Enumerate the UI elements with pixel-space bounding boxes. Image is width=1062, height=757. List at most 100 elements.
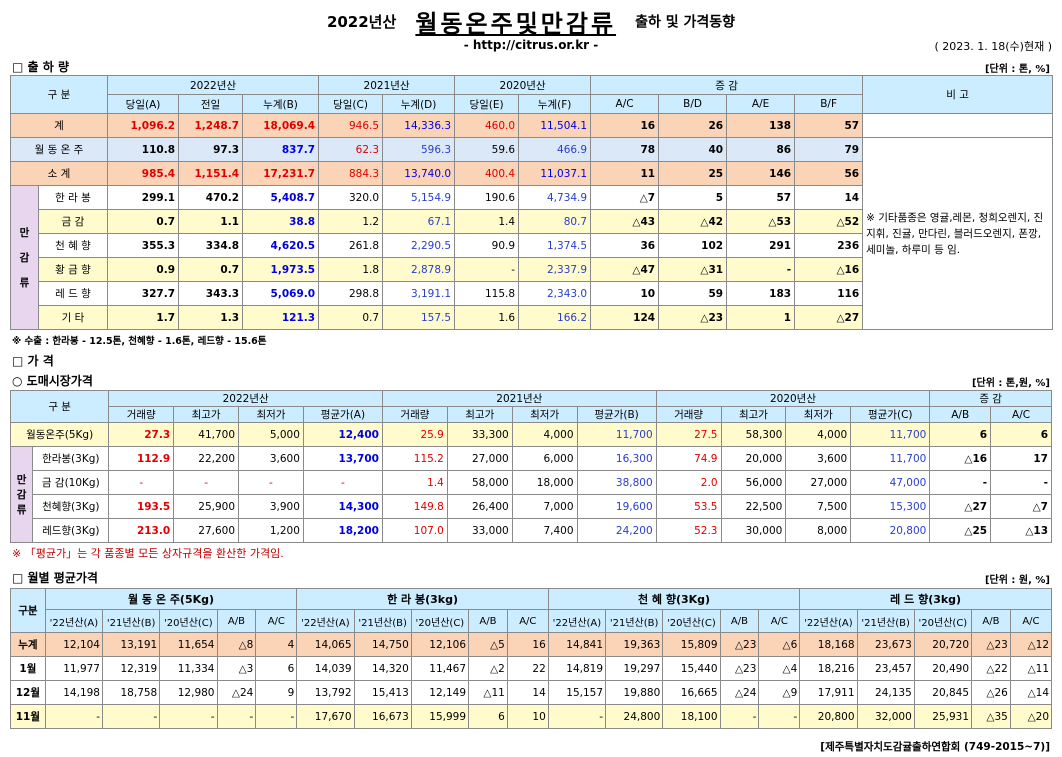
cell-value: 355.3 (107, 233, 180, 258)
cell-value: 1,973.5 (242, 257, 320, 282)
cell-value: 79 (794, 137, 864, 162)
col-sub: A/C (758, 609, 801, 633)
cell-value: 400.4 (454, 161, 520, 186)
remark-cell (862, 113, 1054, 138)
website-url[interactable]: - http://citrus.or.kr - (463, 38, 599, 52)
cell-value: 86 (726, 137, 796, 162)
cell-value: 11,700 (850, 446, 931, 471)
row-label: 기 타 (37, 305, 109, 330)
cell-value: 41,700 (173, 422, 240, 447)
cell-value: 16,300 (576, 446, 657, 471)
cell-value: 11,700 (576, 422, 657, 447)
cell-value: 236 (794, 233, 864, 258)
col-group: 2021년산 (381, 390, 657, 407)
cell-value: 11,654 (159, 632, 218, 657)
remark-note: ※ 기타품종은 영귤,레몬, 청희오렌지, 진지휘, 진귤, 만다린, 블러드오… (862, 137, 1054, 330)
cell-value: - (454, 257, 520, 282)
col-sub: 최저가 (785, 406, 852, 423)
monthly-header-row: 구분 월 동 온 주(5Kg) 한 라 봉(3kg) 천 혜 향(3Kg) 레 드 향(… (10, 588, 1052, 633)
cell-value: 20,845 (913, 680, 973, 705)
col-sub: 당일(E) (454, 94, 520, 114)
col-group: 2020년산 (655, 390, 931, 407)
cell-value: 327.7 (107, 281, 180, 306)
cell-value: 17,670 (296, 704, 355, 729)
cell-value: 15,157 (547, 680, 607, 705)
cell-value: 0.7 (178, 257, 244, 282)
table-row: 기 타 1.7 1.3 121.3 0.7 157.5 1.6 166.2 124 △23 1 △27 (11, 305, 1053, 330)
cell-value: △31 (658, 257, 728, 282)
cell-value: 596.3 (382, 137, 456, 162)
col-sub: 최저가 (511, 406, 578, 423)
cell-value: 5 (658, 185, 728, 210)
cell-value: 4,620.5 (242, 233, 320, 258)
price-header-row: 구 분 2022년산 2021년산 2020년산 증 감 (9, 390, 1052, 423)
col-sub: '22년산(A) (547, 609, 607, 633)
cell-value: 183 (726, 281, 796, 306)
product-group-header: 한 라 봉(3kg) (296, 588, 549, 610)
col-group: 2022년산 (108, 390, 383, 407)
cell-value: 470.2 (178, 185, 244, 210)
col-sub: '22년산(A) (44, 609, 104, 633)
row-label: 계 (9, 113, 109, 138)
cell-value: △23 (658, 305, 728, 330)
cell-value: △5 (468, 632, 508, 657)
cell-value: △52 (794, 209, 864, 234)
cell-value: 14,320 (353, 656, 412, 681)
cell-value: 18,100 (662, 704, 721, 729)
cell-value: 38,800 (576, 470, 657, 495)
cell-value: 22 (506, 656, 549, 681)
cell-value: △14 (1009, 680, 1053, 705)
cell-value: △6 (758, 632, 801, 657)
cell-value: 1,248.7 (178, 113, 244, 138)
table-row: 1월 11,977 12,319 11,334 △3 6 14,039 14,320 11,46… (10, 656, 1053, 681)
cell-value: 4,000 (785, 422, 852, 447)
table-row: 누계 12,104 13,191 11,654 △8 4 14,065 14,750 12,10… (10, 632, 1053, 657)
cell-value: 38.8 (242, 209, 320, 234)
side-char: 감 (16, 489, 27, 501)
cell-value: 78 (590, 137, 660, 162)
cell-value: 5,154.9 (382, 185, 456, 210)
cell-value: 4,734.9 (518, 185, 592, 210)
cell-value: 56 (794, 161, 864, 186)
cell-value: △11 (468, 680, 508, 705)
table-row: 금 감(10Kg) - - - -1.4 58,000 18,000 38,800 2.0 56,… (11, 470, 1052, 495)
cell-value: 74.9 (655, 446, 722, 471)
col-sub: '20년산(C) (410, 609, 470, 633)
cell-value: 24,800 (605, 704, 664, 729)
cell-value: - (101, 704, 161, 729)
cell-value: 18,216 (799, 656, 858, 681)
cell-value: 15,999 (410, 704, 470, 729)
col-sub: 거래량 (381, 406, 448, 423)
cell-value: 36 (590, 233, 660, 258)
row-label: 천 혜 향 (37, 233, 109, 258)
cell-value: △4 (758, 656, 801, 681)
wholesale-subtitle: ○ 도매시장가격 (12, 374, 93, 388)
cell-value: 6 (468, 704, 508, 729)
cell-value: 57 (726, 185, 796, 210)
cell-value: 13,191 (101, 632, 161, 657)
cell-value: 47,000 (850, 470, 931, 495)
cell-value: 26 (658, 113, 728, 138)
table-row: 금 감 0.7 1.1 38.8 1.2 67.1 1.4 80.7 △43 △42 △53 △52 (11, 209, 1053, 234)
col-sub: A/C (506, 609, 549, 633)
cell-value: 26,400 (446, 494, 513, 519)
col-group: 비 고 (862, 75, 1054, 114)
cell-value: 121.3 (242, 305, 320, 330)
cell-value: 59.6 (454, 137, 520, 162)
cell-value: △27 (929, 494, 992, 519)
cell-value: 1.1 (178, 209, 244, 234)
cell-value: △23 (719, 656, 760, 681)
cell-value: 2,337.9 (518, 257, 592, 282)
product-group-header: 천 혜 향(3Kg) (547, 588, 801, 610)
cell-value: △20 (1009, 704, 1053, 729)
cell-value: 14,841 (547, 632, 607, 657)
cell-value: 5,000 (238, 422, 304, 447)
cell-value: △24 (719, 680, 760, 705)
title-subject: 출하 및 가격동향 (635, 14, 736, 31)
cell-value: △26 (971, 680, 1011, 705)
corner-label: 구분 (10, 588, 46, 633)
col-sub: '21년산(B) (101, 609, 161, 633)
cell-value: 15,809 (662, 632, 721, 657)
cell-value: 90.9 (454, 233, 520, 258)
